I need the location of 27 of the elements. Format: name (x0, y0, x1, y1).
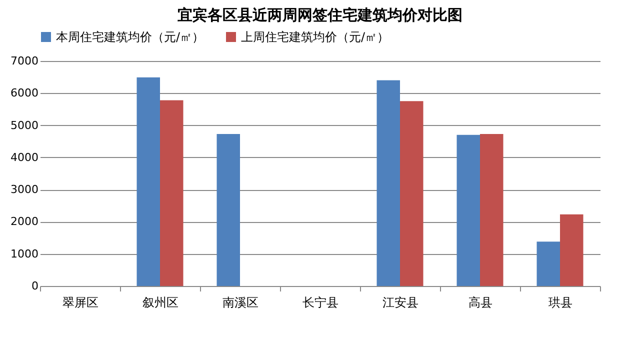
y-tick-label: 6000 (10, 86, 38, 100)
legend-label: 上周住宅建筑均价（元/㎡） (241, 30, 390, 44)
bar (400, 101, 424, 286)
y-tick-label: 0 (32, 280, 38, 292)
bar (536, 242, 560, 286)
x-tick-label: 江安县 (382, 296, 418, 310)
x-tick-label: 高县 (468, 296, 492, 310)
bar (560, 214, 584, 286)
bar (376, 80, 400, 286)
x-tick-label: 翠屏区 (62, 296, 98, 310)
bar (136, 77, 160, 286)
bar (480, 134, 504, 286)
y-tick-label: 5000 (10, 118, 38, 132)
y-tick-label: 7000 (10, 54, 38, 68)
y-tick-label: 3000 (10, 183, 38, 196)
y-tick-label: 2000 (10, 215, 38, 228)
x-tick-label: 珙县 (548, 296, 572, 310)
x-tick-label: 长宁县 (302, 296, 338, 310)
chart-title: 宜宾各区县近两周网签住宅建筑均价对比图 (178, 6, 462, 24)
bar (456, 134, 480, 286)
bar (160, 100, 184, 286)
bar (216, 134, 240, 286)
x-tick-label: 叙州区 (142, 296, 178, 310)
y-tick-label: 1000 (10, 247, 38, 260)
y-tick-label: 4000 (10, 150, 38, 164)
legend-label: 本周住宅建筑均价（元/㎡） (56, 30, 204, 44)
x-tick-label: 南溪区 (222, 296, 258, 310)
